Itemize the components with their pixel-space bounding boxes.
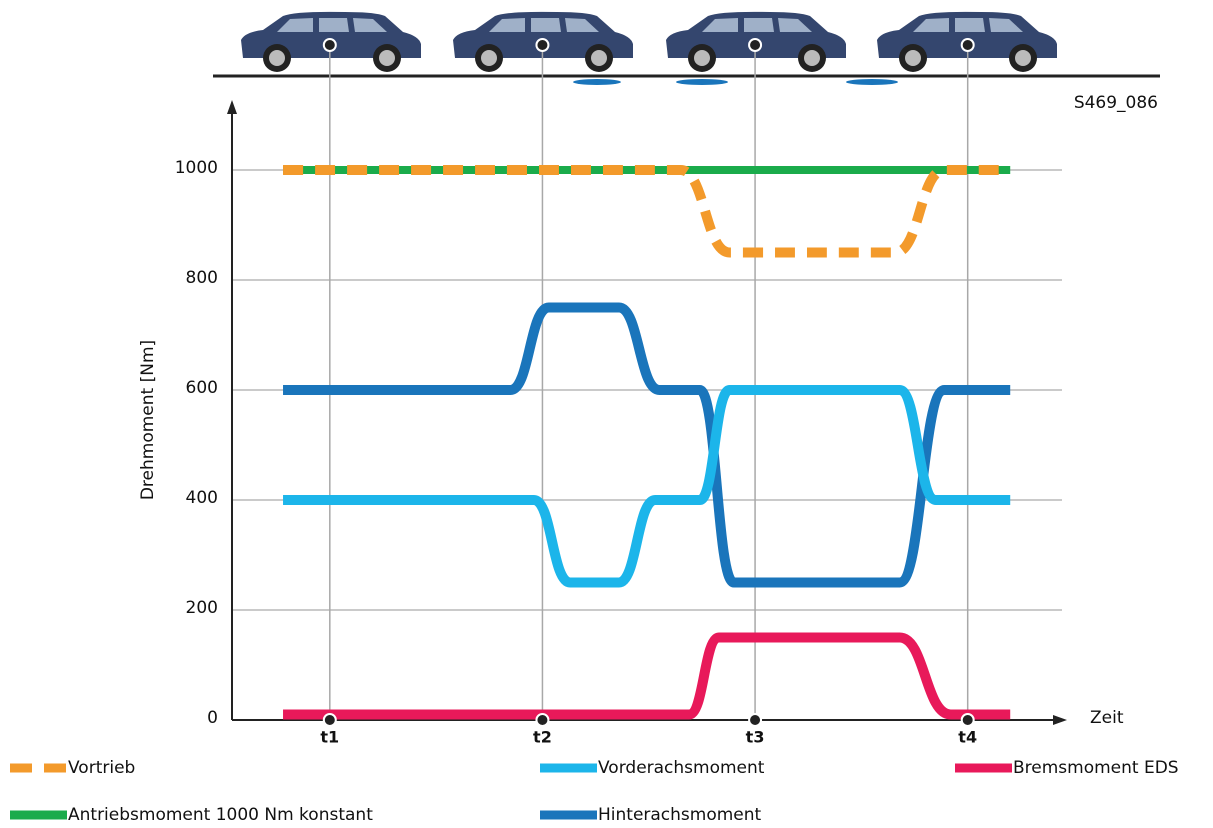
y-tick-label: 400 bbox=[186, 488, 218, 508]
legend-label: Vorderachsmoment bbox=[598, 758, 765, 778]
y-tick-label: 600 bbox=[186, 378, 218, 398]
y-axis-label: Drehmoment [Nm] bbox=[138, 340, 158, 500]
cars bbox=[241, 11, 1057, 72]
legend-label: Bremsmoment EDS bbox=[1013, 758, 1179, 778]
y-axis-arrow bbox=[227, 100, 237, 114]
y-tick-label: 200 bbox=[186, 598, 218, 618]
legend-label: Antriebsmoment 1000 Nm konstant bbox=[68, 805, 373, 825]
series-line bbox=[283, 632, 1011, 720]
x-axis-label: Zeit bbox=[1090, 708, 1124, 728]
x-tick-dot bbox=[748, 713, 763, 727]
x-tick-label: t2 bbox=[533, 728, 552, 747]
x-tick-label: t4 bbox=[958, 728, 977, 747]
car-dot bbox=[960, 38, 975, 52]
code: S469_086 bbox=[1074, 93, 1158, 113]
x-tick-dot bbox=[960, 713, 975, 727]
x-tick-dot bbox=[322, 713, 337, 727]
y-tick-label: 800 bbox=[186, 268, 218, 288]
y-tick-label: 1000 bbox=[175, 158, 218, 178]
puddles bbox=[573, 79, 898, 85]
x-axis-arrow bbox=[1053, 715, 1067, 725]
series-line bbox=[283, 164, 1011, 258]
y-tick-label: 0 bbox=[207, 708, 218, 728]
legend-label: Vortrieb bbox=[68, 758, 135, 778]
series-line bbox=[283, 384, 1011, 588]
car-dot bbox=[322, 38, 337, 52]
car-dot bbox=[535, 38, 550, 52]
series-line bbox=[283, 302, 1011, 588]
x-tick-label: t3 bbox=[746, 728, 765, 747]
x-tick-label: t1 bbox=[320, 728, 339, 747]
x-tick-dot bbox=[535, 713, 550, 727]
legend-label: Hinterachsmoment bbox=[598, 805, 762, 825]
car-dot bbox=[748, 38, 763, 52]
